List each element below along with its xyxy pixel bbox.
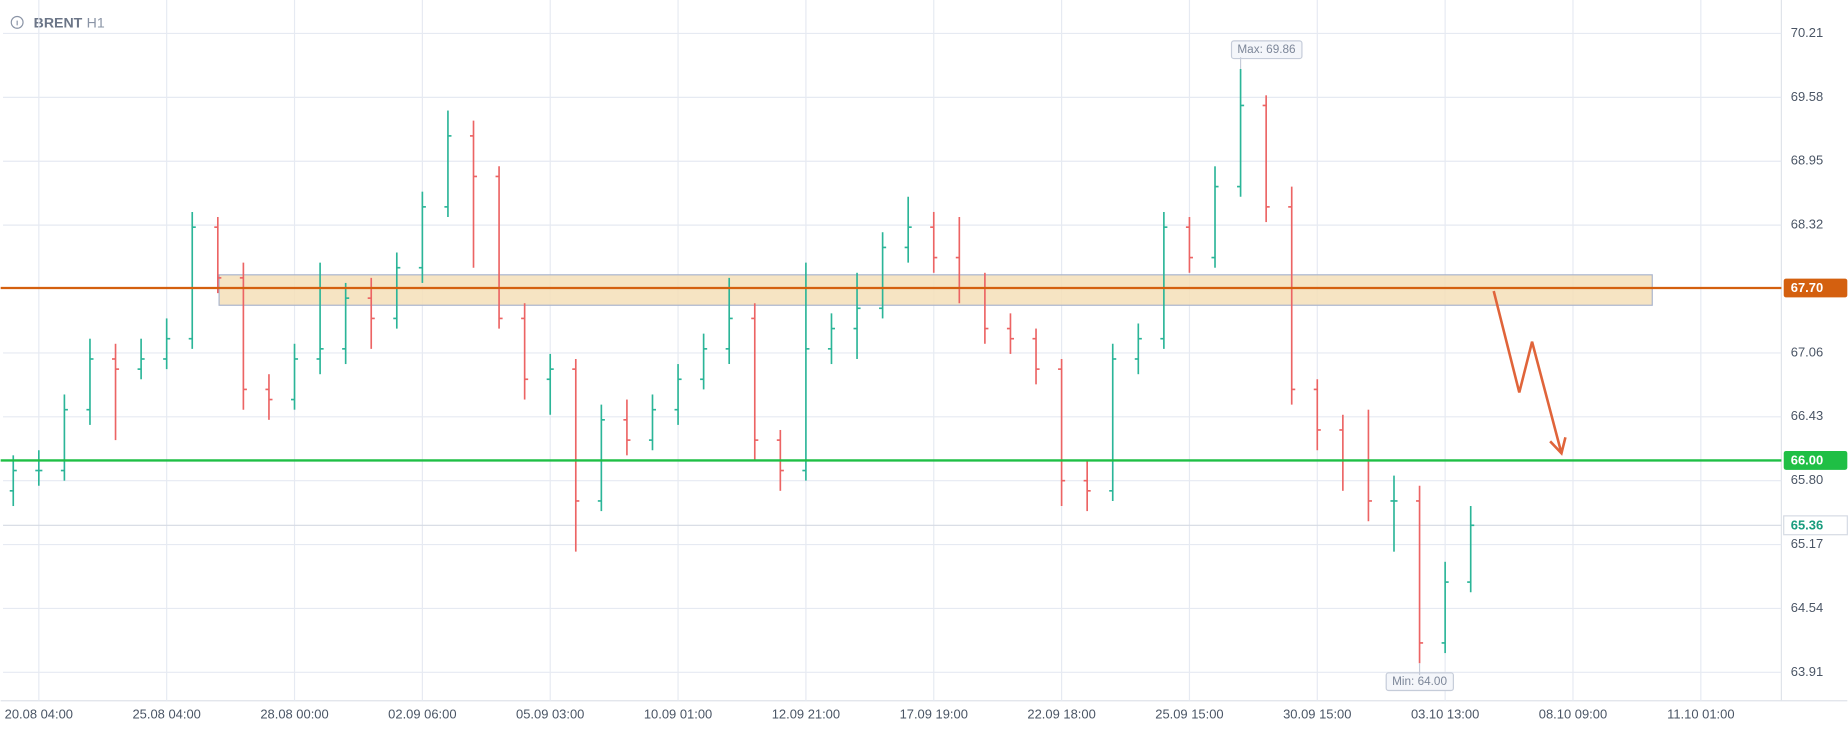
info-icon[interactable]	[10, 15, 24, 29]
y-tick-label: 65.80	[1791, 472, 1823, 487]
y-tick-label: 65.17	[1791, 536, 1823, 551]
timeframe: H1	[87, 14, 105, 30]
x-tick-label: 05.09 03:00	[516, 706, 584, 721]
y-tick-label: 63.91	[1791, 664, 1823, 679]
y-tick-label: 70.21	[1791, 25, 1823, 40]
x-tick-label: 08.10 09:00	[1539, 706, 1607, 721]
x-tick-label: 20.08 04:00	[5, 706, 73, 721]
x-tick-label: 12.09 21:00	[772, 706, 840, 721]
y-tick-label: 68.32	[1791, 217, 1823, 232]
y-tick-label: 64.54	[1791, 600, 1823, 615]
x-tick-label: 17.09 19:00	[900, 706, 968, 721]
y-tick-label: 68.95	[1791, 153, 1823, 168]
x-tick-label: 28.08 00:00	[260, 706, 328, 721]
bars	[9, 68, 1475, 664]
x-tick-label: 22.09 18:00	[1027, 706, 1095, 721]
header: BRENT H1	[10, 14, 105, 30]
annotation-label: Min: 64.00	[1392, 675, 1447, 688]
x-tick-label: 03.10 13:00	[1411, 706, 1479, 721]
level-label-box	[1783, 450, 1848, 470]
level-label: 66.00	[1791, 452, 1823, 467]
forecast-path	[1492, 290, 1563, 454]
y-tick-label: 66.43	[1791, 408, 1823, 423]
symbol: BRENT	[34, 14, 83, 30]
x-tick-label: 11.10 01:00	[1667, 706, 1734, 721]
x-tick-label: 25.09 15:00	[1155, 706, 1223, 721]
resistance-zone	[218, 274, 1653, 306]
x-tick-label: 02.09 06:00	[388, 706, 456, 721]
last-price-box	[1783, 515, 1848, 536]
x-tick-label: 10.09 01:00	[644, 706, 712, 721]
level-label-box	[1783, 278, 1848, 298]
y-tick-label: 69.58	[1791, 89, 1823, 104]
level-label: 67.70	[1791, 280, 1823, 295]
last-price-label: 65.36	[1791, 517, 1823, 532]
annotation-box	[1230, 40, 1303, 60]
forecast-arrowhead	[1549, 436, 1567, 456]
x-tick-label: 30.09 15:00	[1283, 706, 1351, 721]
y-tick-label: 67.06	[1791, 344, 1823, 359]
x-tick-label: 25.08 04:00	[132, 706, 200, 721]
annotation-label: Max: 69.86	[1237, 43, 1296, 56]
